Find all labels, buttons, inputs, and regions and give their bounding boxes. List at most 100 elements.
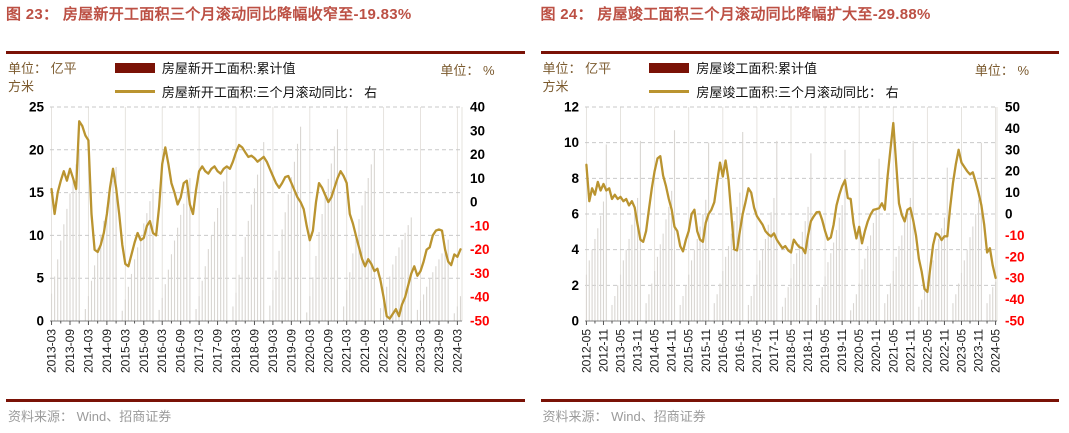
svg-text:2021-03: 2021-03 <box>340 329 354 373</box>
svg-text:2019-05: 2019-05 <box>818 329 832 373</box>
svg-text:2022-03: 2022-03 <box>377 329 391 373</box>
left-axis-unit-label: 单位： 亿平方米 <box>8 61 77 94</box>
footer-rule <box>540 399 1059 402</box>
svg-text:2018-03: 2018-03 <box>229 329 243 373</box>
svg-text:2015-09: 2015-09 <box>137 329 151 373</box>
figure-23-legend-row: 单位： 亿平方米 房屋新开工面积:累计值 房屋新开工面积:三个月滚动同比： 右 … <box>6 57 525 101</box>
svg-text:2014-11: 2014-11 <box>664 329 678 372</box>
svg-text:2015-03: 2015-03 <box>118 329 132 373</box>
svg-text:2023-05: 2023-05 <box>954 329 968 373</box>
figure-23-plot: 0 5 10 15 20 25 -50 -40 -30 -20 -10 0 10 20 30 40 2013-0… <box>6 99 525 399</box>
legend: 房屋新开工面积:累计值 房屋新开工面积:三个月滚动同比： 右 <box>114 58 378 101</box>
svg-text:8: 8 <box>571 171 579 186</box>
svg-text:-30: -30 <box>470 266 490 281</box>
legend-item-cumulative: 房屋竣工面积:累计值 <box>649 58 898 77</box>
svg-text:2014-05: 2014-05 <box>647 329 661 373</box>
svg-text:2020-05: 2020-05 <box>852 329 866 373</box>
svg-text:10: 10 <box>29 228 44 243</box>
svg-text:2016-11: 2016-11 <box>732 329 746 372</box>
svg-text:2022-05: 2022-05 <box>920 329 934 373</box>
svg-text:2017-11: 2017-11 <box>767 329 781 372</box>
svg-text:-40: -40 <box>470 290 490 305</box>
svg-text:-30: -30 <box>1005 271 1025 286</box>
figure-24-title: 图 24： 房屋竣工面积三个月滚动同比降幅扩大至-29.88% <box>540 6 931 23</box>
legend-label-cumulative: 房屋新开工面积:累计值 <box>161 61 296 76</box>
svg-text:-50: -50 <box>470 314 490 329</box>
figure-24-plot: 0 2 4 6 8 10 12 -50 -40 -30 -20 -10 0 10 20 30 40 50 2012-… <box>541 99 1060 399</box>
legend-label-rolling-yoy: 房屋竣工面积:三个月滚动同比： 右 <box>696 85 899 100</box>
svg-text:2014-09: 2014-09 <box>100 329 114 373</box>
svg-text:2023-03: 2023-03 <box>414 329 428 373</box>
svg-text:2013-05: 2013-05 <box>613 329 627 373</box>
svg-text:2019-11: 2019-11 <box>835 329 849 372</box>
figure-23-title: 图 23： 房屋新开工面积三个月滚动同比降幅收窄至-19.83% <box>6 6 412 23</box>
svg-text:15: 15 <box>29 185 45 200</box>
figure-24-card: 图 24： 房屋竣工面积三个月滚动同比降幅扩大至-29.88% 单位： 亿平方米… <box>535 0 1069 433</box>
svg-text:2014-03: 2014-03 <box>81 329 95 373</box>
svg-text:2013-09: 2013-09 <box>63 329 77 373</box>
svg-text:0: 0 <box>571 314 579 329</box>
svg-text:-50: -50 <box>1005 314 1025 329</box>
svg-text:2018-05: 2018-05 <box>784 329 798 373</box>
svg-text:2018-09: 2018-09 <box>248 329 262 373</box>
svg-text:-20: -20 <box>1005 249 1025 264</box>
svg-text:20: 20 <box>29 142 44 157</box>
svg-text:2021-09: 2021-09 <box>358 329 372 373</box>
line-series-swatch-icon <box>649 90 690 93</box>
svg-text:2020-03: 2020-03 <box>303 329 317 373</box>
svg-text:2017-03: 2017-03 <box>192 329 206 373</box>
svg-text:2012-11: 2012-11 <box>596 329 610 372</box>
svg-text:2: 2 <box>571 278 579 293</box>
legend: 房屋竣工面积:累计值 房屋竣工面积:三个月滚动同比： 右 <box>649 58 899 101</box>
svg-text:2013-11: 2013-11 <box>630 329 644 372</box>
source-note: 资料来源： Wind、招商证券 <box>8 408 172 424</box>
svg-text:-10: -10 <box>1005 228 1025 243</box>
svg-text:2019-03: 2019-03 <box>266 329 280 373</box>
svg-text:2015-05: 2015-05 <box>681 329 695 373</box>
svg-text:-40: -40 <box>1005 292 1025 307</box>
right-axis-unit-label: 单位： % <box>440 63 495 78</box>
svg-text:2022-11: 2022-11 <box>937 329 951 372</box>
svg-text:5: 5 <box>36 271 44 286</box>
svg-text:30: 30 <box>470 123 485 138</box>
svg-text:2024-03: 2024-03 <box>450 329 464 373</box>
svg-text:40: 40 <box>1005 121 1020 136</box>
legend-label-rolling-yoy: 房屋新开工面积:三个月滚动同比： 右 <box>161 85 378 100</box>
figure-24-legend-row: 单位： 亿平方米 房屋竣工面积:累计值 房屋竣工面积:三个月滚动同比： 右 单位… <box>541 57 1060 101</box>
right-axis-unit-label: 单位： % <box>974 63 1029 78</box>
svg-text:2016-03: 2016-03 <box>155 329 169 373</box>
svg-text:2021-11: 2021-11 <box>903 329 917 372</box>
svg-text:2023-11: 2023-11 <box>971 329 985 372</box>
svg-text:2016-09: 2016-09 <box>174 329 188 373</box>
svg-text:12: 12 <box>563 100 578 115</box>
svg-text:20: 20 <box>470 147 485 162</box>
svg-text:30: 30 <box>1005 142 1020 157</box>
svg-text:2013-03: 2013-03 <box>45 329 59 373</box>
svg-text:2023-09: 2023-09 <box>432 329 446 373</box>
left-axis-unit-label: 单位： 亿平方米 <box>542 61 612 94</box>
svg-text:2015-11: 2015-11 <box>698 329 712 372</box>
svg-text:-10: -10 <box>470 218 490 233</box>
svg-text:2024-05: 2024-05 <box>988 329 1002 373</box>
svg-text:-20: -20 <box>470 242 490 257</box>
svg-text:4: 4 <box>571 242 579 257</box>
svg-text:2020-09: 2020-09 <box>321 329 335 373</box>
legend-item-cumulative: 房屋新开工面积:累计值 <box>114 58 377 77</box>
svg-text:2017-09: 2017-09 <box>211 329 225 373</box>
svg-text:10: 10 <box>470 171 485 186</box>
line-series-swatch-icon <box>114 90 155 93</box>
footer-rule <box>6 399 525 402</box>
svg-text:2012-05: 2012-05 <box>579 329 593 373</box>
svg-text:10: 10 <box>1005 185 1020 200</box>
title-rule <box>540 51 1059 54</box>
source-note: 资料来源： Wind、招商证券 <box>542 408 706 424</box>
svg-text:2016-05: 2016-05 <box>715 329 729 373</box>
legend-item-rolling-yoy: 房屋新开工面积:三个月滚动同比： 右 <box>114 82 378 101</box>
svg-text:50: 50 <box>1005 100 1020 115</box>
bar-series-swatch-icon <box>114 62 155 73</box>
svg-text:0: 0 <box>470 195 478 210</box>
svg-text:6: 6 <box>571 207 579 222</box>
svg-text:2017-05: 2017-05 <box>749 329 763 373</box>
svg-text:2019-09: 2019-09 <box>284 329 298 373</box>
